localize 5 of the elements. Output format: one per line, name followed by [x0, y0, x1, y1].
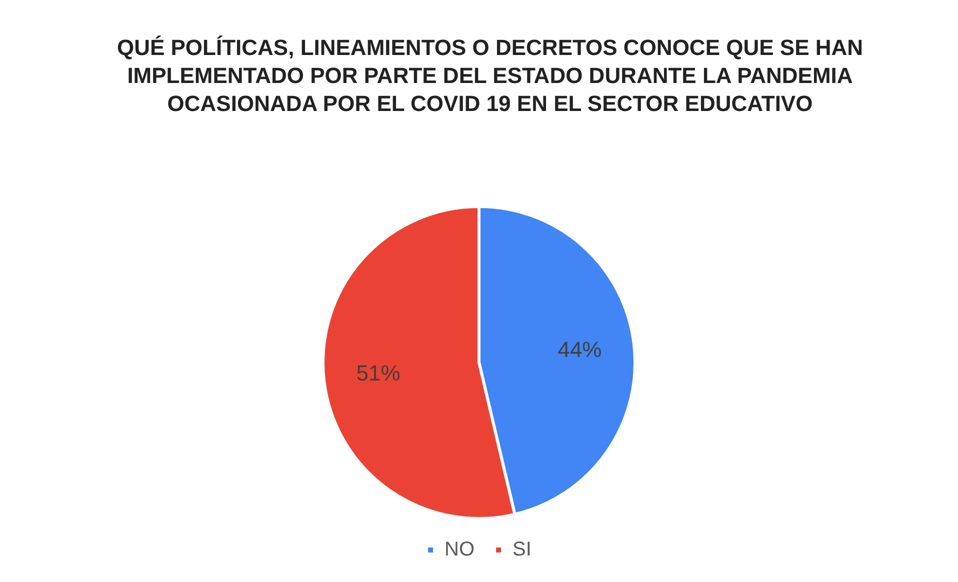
chart-title: QUÉ POLÍTICAS, LINEAMIENTOS O DECRETOS CONOCE QUE SE HAN IMPLEMENTADO POR PARTE DEL ESTADO DURANTE LA PANDEMIA OCASIONADA POR EL COVID 19 EN EL SECTOR EDUCATIVO: [116, 34, 864, 118]
legend-label: SI: [512, 538, 532, 561]
legend-label: NO: [444, 538, 475, 561]
data-label: 44%: [558, 336, 602, 362]
data-label: 51%: [356, 360, 400, 386]
